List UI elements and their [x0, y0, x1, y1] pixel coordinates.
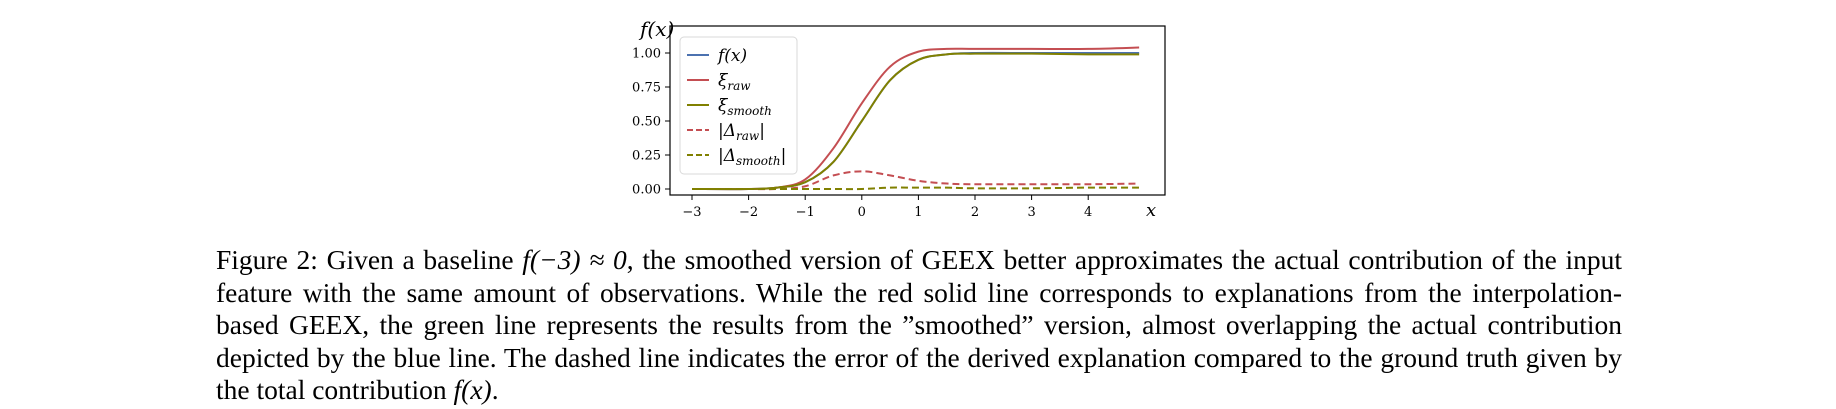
y-tick-label: 0.75 [632, 81, 661, 96]
caption-math-baseline: f(−3) ≈ 0 [522, 244, 627, 275]
caption-body: , the smoothed version of GEEX better ap… [216, 244, 1623, 406]
legend-label: ξraw [718, 71, 751, 93]
caption-suffix: . [491, 374, 499, 406]
x-tick-label: 0 [858, 205, 866, 220]
x-tick-label: −1 [796, 205, 815, 220]
y-tick-label: 0.00 [632, 183, 661, 198]
y-axis-ticks: 0.00 0.25 0.50 0.75 1.00 [632, 47, 670, 198]
x-tick-label: −2 [739, 205, 758, 220]
series-line [691, 186, 1140, 191]
y-tick-label: 0.50 [632, 115, 661, 130]
x-tick-label: 1 [914, 205, 922, 220]
legend-label: |Δraw| [718, 121, 765, 143]
x-tick-label: −3 [682, 205, 701, 220]
caption-math-fx: f(x) [453, 374, 492, 406]
line-chart: 0.000.250.500.751.00 −3 −2 −1 0 1 2 3 4 f(x) x … [632, 17, 1166, 221]
y-axis-label: f(x) [638, 17, 674, 41]
y-tick-label: 0.25 [632, 149, 661, 164]
series-line [691, 170, 1140, 191]
series-line [691, 52, 1140, 191]
legend-label: |Δsmooth| [718, 146, 786, 168]
x-tick-label: 3 [1027, 205, 1035, 220]
caption-prefix: Figure 2: Given a baseline [216, 244, 523, 275]
x-axis-label: x [1146, 200, 1156, 221]
plot-lines [691, 46, 1140, 191]
x-tick-label: 2 [971, 205, 979, 220]
x-tick-label: 4 [1084, 205, 1092, 220]
legend: f(x) ξraw ξsmooth |Δraw| |Δsmooth| [679, 36, 798, 175]
figure-chart: 0.00 0.25 0.50 0.75 1.00 −3 −2 −1 0 1 2 3 4 f(x) x … [610, 0, 1210, 230]
y-tick-label: 1.00 [632, 47, 661, 62]
legend-label: f(x) [716, 46, 747, 66]
figure-caption: Figure 2: Given a baseline f(−3) ≈ 0, th… [216, 244, 1622, 407]
x-axis-ticks: −3 −2 −1 0 1 2 3 4 [682, 195, 1092, 220]
legend-label: ξsmooth [718, 96, 772, 118]
